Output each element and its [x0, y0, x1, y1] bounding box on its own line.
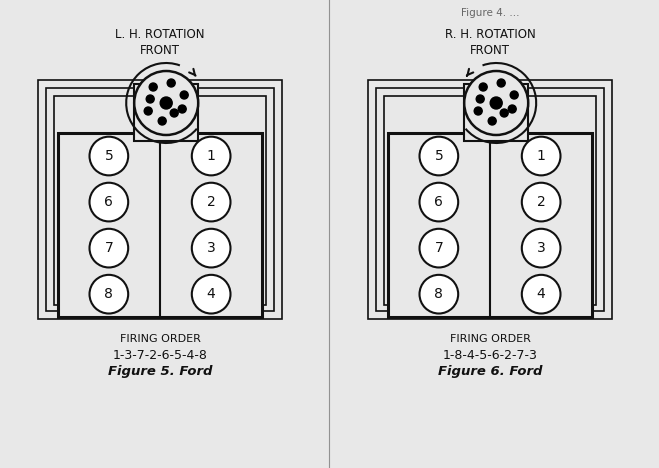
Text: FRONT: FRONT: [470, 44, 510, 57]
Circle shape: [192, 183, 231, 221]
Circle shape: [500, 109, 508, 117]
Text: 1: 1: [536, 149, 546, 163]
Text: 3: 3: [207, 241, 215, 255]
Circle shape: [180, 91, 188, 99]
Text: 4: 4: [207, 287, 215, 301]
Circle shape: [522, 137, 561, 176]
Text: L. H. ROTATION: L. H. ROTATION: [115, 28, 205, 41]
Circle shape: [474, 107, 482, 115]
Circle shape: [178, 105, 186, 113]
Circle shape: [508, 105, 516, 113]
Text: Figure 6. Ford: Figure 6. Ford: [438, 365, 542, 378]
Text: 4: 4: [537, 287, 546, 301]
Bar: [134, 84, 198, 141]
Bar: [45, 88, 274, 311]
Text: 8: 8: [434, 287, 444, 301]
Text: 6: 6: [434, 195, 444, 209]
Circle shape: [167, 79, 175, 87]
Circle shape: [420, 229, 458, 268]
Circle shape: [144, 107, 152, 115]
Text: 5: 5: [105, 149, 113, 163]
Circle shape: [420, 275, 458, 314]
Text: 1: 1: [207, 149, 215, 163]
Circle shape: [90, 137, 129, 176]
Circle shape: [420, 137, 458, 176]
Bar: [464, 84, 529, 141]
Text: 2: 2: [207, 195, 215, 209]
Bar: [384, 96, 596, 305]
Circle shape: [192, 275, 231, 314]
Circle shape: [522, 183, 561, 221]
Text: 1-3-7-2-6-5-4-8: 1-3-7-2-6-5-4-8: [113, 349, 208, 362]
Text: 5: 5: [434, 149, 444, 163]
Text: FIRING ORDER: FIRING ORDER: [449, 334, 530, 344]
Text: 7: 7: [105, 241, 113, 255]
Circle shape: [90, 183, 129, 221]
Circle shape: [497, 79, 505, 87]
Text: FIRING ORDER: FIRING ORDER: [119, 334, 200, 344]
Bar: [53, 96, 266, 305]
Circle shape: [488, 117, 496, 125]
Bar: [38, 80, 282, 319]
Circle shape: [170, 109, 178, 117]
Circle shape: [149, 83, 158, 91]
Circle shape: [146, 95, 154, 103]
Circle shape: [192, 229, 231, 268]
Bar: [387, 133, 592, 317]
Text: 8: 8: [104, 287, 113, 301]
Text: 7: 7: [434, 241, 444, 255]
Circle shape: [479, 83, 487, 91]
Bar: [376, 88, 604, 311]
Text: FRONT: FRONT: [140, 44, 180, 57]
Circle shape: [464, 71, 529, 135]
Circle shape: [90, 275, 129, 314]
Circle shape: [510, 91, 518, 99]
Text: Figure 5. Ford: Figure 5. Ford: [108, 365, 212, 378]
Circle shape: [420, 183, 458, 221]
Bar: [58, 133, 262, 317]
Circle shape: [522, 229, 561, 268]
Circle shape: [160, 97, 172, 109]
Text: 6: 6: [104, 195, 113, 209]
Text: 2: 2: [537, 195, 546, 209]
Circle shape: [522, 275, 561, 314]
Circle shape: [134, 71, 198, 135]
Circle shape: [476, 95, 484, 103]
Text: 1-8-4-5-6-2-7-3: 1-8-4-5-6-2-7-3: [443, 349, 538, 362]
Circle shape: [490, 97, 502, 109]
Text: R. H. ROTATION: R. H. ROTATION: [445, 28, 535, 41]
Circle shape: [192, 137, 231, 176]
Circle shape: [90, 229, 129, 268]
Bar: [368, 80, 612, 319]
Circle shape: [158, 117, 166, 125]
Text: 3: 3: [537, 241, 546, 255]
Text: Figure 4. ...: Figure 4. ...: [461, 8, 519, 18]
